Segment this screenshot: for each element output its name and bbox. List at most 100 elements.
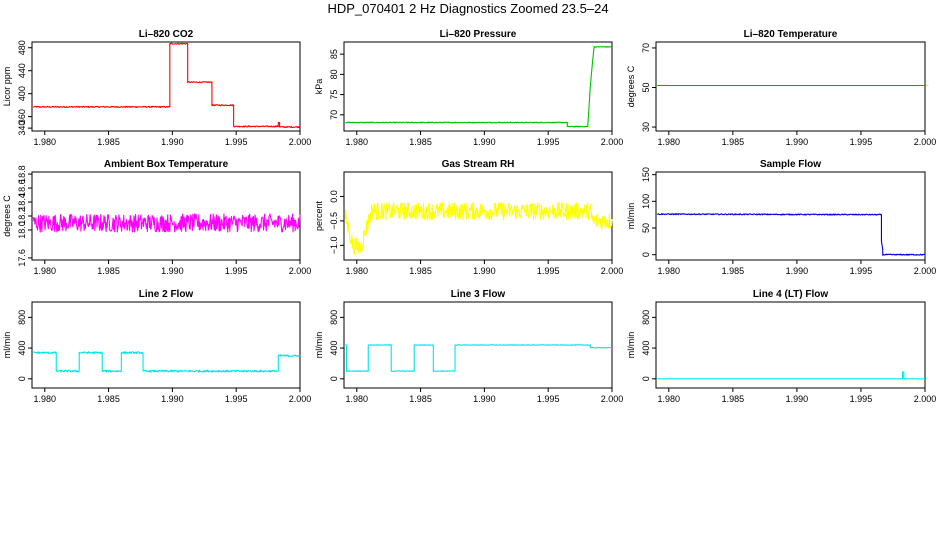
chart-title: Sample Flow xyxy=(760,159,821,170)
x-tick-label: 1.995 xyxy=(537,137,560,147)
x-tick-label: 1.995 xyxy=(537,266,560,276)
y-tick-label: 70 xyxy=(641,43,651,53)
x-tick-label: 1.985 xyxy=(97,137,120,147)
x-tick-label: 1.995 xyxy=(225,137,248,147)
series-line xyxy=(32,213,301,233)
x-tick-label: 1.985 xyxy=(97,266,120,276)
series-line xyxy=(32,42,301,129)
x-tick-label: 2.000 xyxy=(601,137,624,147)
y-tick-label: 400 xyxy=(17,86,27,101)
x-tick-label: 2.000 xyxy=(914,137,936,147)
series-line xyxy=(345,45,613,128)
plot-frame xyxy=(343,301,613,389)
x-tick-label: 2.000 xyxy=(289,266,312,276)
x-tick-label: 1.980 xyxy=(658,137,681,147)
x-tick-label: 1.980 xyxy=(658,394,681,404)
x-tick-label: 1.985 xyxy=(722,137,745,147)
y-tick-label: 150 xyxy=(641,167,651,182)
x-tick-label: 2.000 xyxy=(914,266,936,276)
x-tick-label: 1.995 xyxy=(850,394,873,404)
y-tick-label: −0.5 xyxy=(329,212,339,230)
chart-title: Li–820 Pressure xyxy=(440,29,517,40)
series-line xyxy=(33,351,301,373)
y-tick-label: 18.0 xyxy=(17,221,27,239)
chart-panel-1: Li–820 CO2 1.980 1.985 1.990 1.995 2.000 34036… xyxy=(2,29,311,147)
y-tick-label: 800 xyxy=(17,310,27,325)
x-tick-label: 1.990 xyxy=(161,137,184,147)
y-axis-label: percent xyxy=(314,200,324,231)
x-tick-label: 1.990 xyxy=(786,266,809,276)
y-axis-label: ml/min xyxy=(626,203,636,230)
y-tick-label: 18.8 xyxy=(17,165,27,183)
x-tick-label: 2.000 xyxy=(914,394,936,404)
y-tick-label: 360 xyxy=(17,109,27,124)
y-tick-label: 0 xyxy=(641,376,651,381)
chart-panel-9: Line 4 (LT) Flow 1.980 1.985 1.990 1.995 2.00… xyxy=(626,289,936,404)
x-tick-label: 1.990 xyxy=(161,394,184,404)
y-tick-label: 0.0 xyxy=(329,190,339,203)
x-tick-label: 1.980 xyxy=(33,137,56,147)
y-axis-label: ml/min xyxy=(314,332,324,359)
y-tick-label: 18.6 xyxy=(17,179,27,197)
page-title: HDP_070401 2 Hz Diagnostics Zoomed 23.5–… xyxy=(327,1,609,16)
x-tick-label: 1.980 xyxy=(658,266,681,276)
x-tick-label: 1.995 xyxy=(850,266,873,276)
y-axis-label: ml/min xyxy=(2,332,12,359)
y-tick-label: 75 xyxy=(329,90,339,100)
y-tick-label: 400 xyxy=(641,341,651,356)
x-tick-label: 1.995 xyxy=(850,137,873,147)
chart-title: Line 4 (LT) Flow xyxy=(753,289,829,300)
y-tick-label: 30 xyxy=(641,122,651,132)
chart-title: Ambient Box Temperature xyxy=(104,159,229,170)
x-tick-label: 2.000 xyxy=(601,266,624,276)
chart-panel-6: Sample Flow 1.980 1.985 1.990 1.995 2.000 0 50 1… xyxy=(626,159,936,276)
plot-frame xyxy=(343,171,613,261)
plot-frame xyxy=(31,41,301,132)
chart-panel-5: Gas Stream RH 1.980 1.985 1.990 1.995 2.000 −1… xyxy=(314,159,623,276)
chart-title: Li–820 Temperature xyxy=(744,29,838,40)
x-tick-label: 1.985 xyxy=(409,266,432,276)
y-tick-label: 0 xyxy=(641,252,651,257)
chart-panel-8: Line 3 Flow 1.980 1.985 1.990 1.995 2.000 0 400… xyxy=(314,289,623,404)
x-tick-label: 1.980 xyxy=(33,394,56,404)
y-tick-label: 340 xyxy=(17,121,27,136)
chart-panel-4: Ambient Box Temperature 1.980 1.985 1.990 1.… xyxy=(2,159,311,276)
x-tick-label: 1.985 xyxy=(409,137,432,147)
series-line xyxy=(656,213,926,256)
chart-title: Line 3 Flow xyxy=(451,289,506,300)
plot-frame xyxy=(343,41,613,132)
y-axis-label: degrees C xyxy=(2,195,12,237)
plot-frame xyxy=(655,171,926,261)
x-tick-label: 1.990 xyxy=(473,266,496,276)
x-tick-label: 2.000 xyxy=(289,394,312,404)
y-tick-label: 80 xyxy=(329,69,339,79)
plot-frame xyxy=(31,301,301,389)
x-tick-label: 1.990 xyxy=(473,394,496,404)
x-tick-label: 1.980 xyxy=(33,266,56,276)
x-tick-label: 1.990 xyxy=(473,137,496,147)
x-tick-label: 1.985 xyxy=(722,266,745,276)
y-tick-label: −1.0 xyxy=(329,236,339,254)
x-tick-label: 1.990 xyxy=(161,266,184,276)
x-tick-label: 1.980 xyxy=(345,137,368,147)
y-axis-label: ml/min xyxy=(626,332,636,359)
x-tick-label: 1.980 xyxy=(345,266,368,276)
x-tick-label: 1.995 xyxy=(537,394,560,404)
series-line xyxy=(657,371,926,380)
series-line xyxy=(344,201,613,256)
x-tick-label: 1.995 xyxy=(225,394,248,404)
plot-frame xyxy=(655,41,926,132)
series-line xyxy=(345,344,613,372)
y-tick-label: 480 xyxy=(17,40,27,55)
y-tick-label: 50 xyxy=(641,82,651,92)
y-tick-label: 400 xyxy=(329,341,339,356)
x-tick-label: 1.985 xyxy=(97,394,120,404)
y-tick-label: 70 xyxy=(329,110,339,120)
x-tick-label: 1.995 xyxy=(225,266,248,276)
y-axis-label: degrees C xyxy=(626,65,636,107)
x-tick-label: 2.000 xyxy=(601,394,624,404)
chart-title: Li–820 CO2 xyxy=(139,29,194,40)
chart-panel-7: Line 2 Flow 1.980 1.985 1.990 1.995 2.000 0 400… xyxy=(2,289,311,404)
x-tick-label: 1.980 xyxy=(345,394,368,404)
y-axis-label: Licor ppm xyxy=(2,67,12,107)
